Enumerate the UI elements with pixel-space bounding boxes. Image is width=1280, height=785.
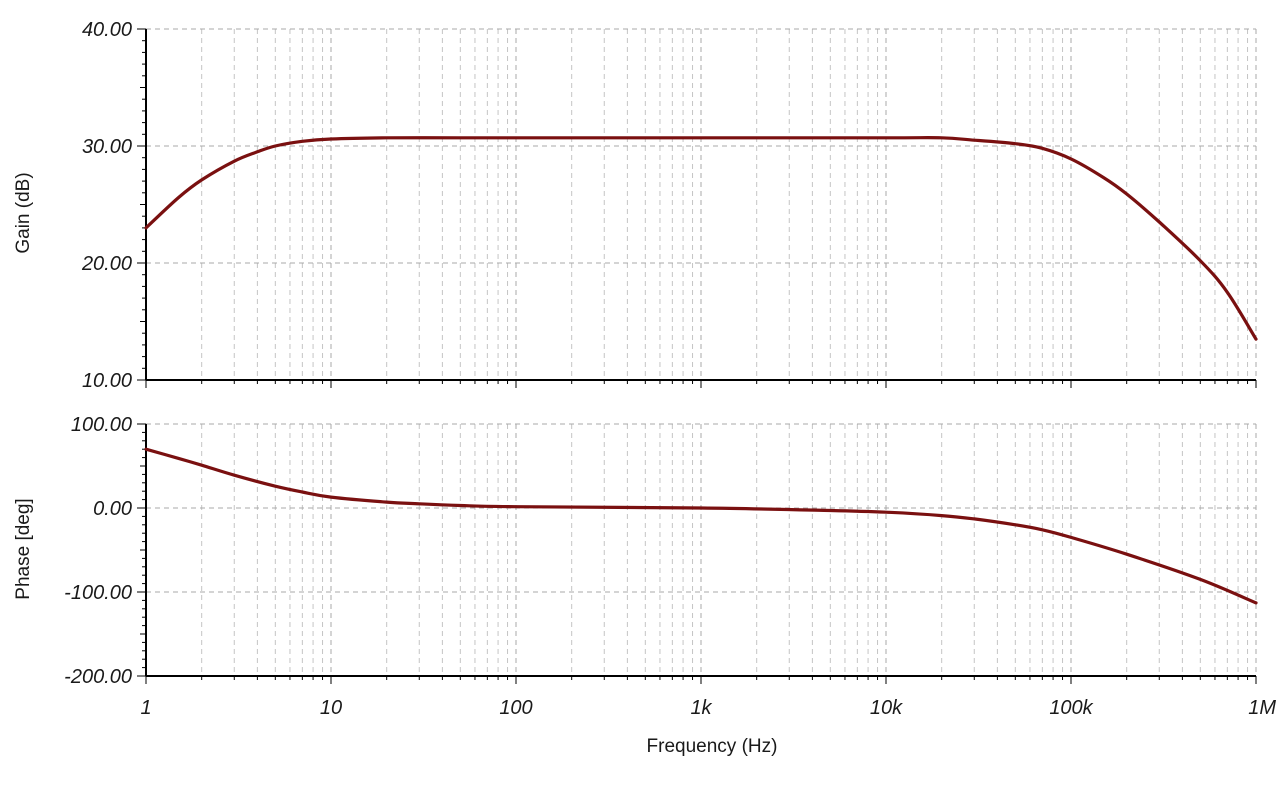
y-tick-label: -100.00: [64, 582, 132, 604]
y-tick-label: 40.00: [82, 19, 132, 41]
gain-grid: [146, 28, 1257, 380]
gain-curve: [144, 136, 1258, 341]
y-tick-label: 0.00: [93, 498, 132, 520]
x-tick-label: 1M: [1248, 697, 1276, 719]
x-axis-label: Frequency (Hz): [647, 736, 778, 757]
y-tick-label: 10.00: [82, 370, 132, 392]
x-tick-label: 100: [499, 697, 532, 719]
phase-y-tick-labels: 100.00 0.00 -100.00 -200.00: [64, 414, 132, 688]
x-tick-label: 100k: [1049, 697, 1093, 719]
phase-panel: 100.00 0.00 -100.00 -200.00 1 10 100 1k 10k 100k…: [13, 414, 1276, 757]
gain-series-line: [144, 136, 1258, 341]
gain-y-tick-labels: 40.00 30.00 20.00 10.00: [81, 19, 132, 392]
x-tick-label: 1k: [690, 697, 712, 719]
gain-axes: [137, 28, 1257, 388]
x-tick-label: 10: [320, 697, 342, 719]
y-tick-label: 20.00: [81, 253, 132, 275]
y-tick-label: 30.00: [82, 136, 132, 158]
x-tick-labels: 1 10 100 1k 10k 100k 1M: [140, 697, 1276, 719]
x-tick-label: 1: [140, 697, 151, 719]
x-tick-label: 10k: [870, 697, 903, 719]
phase-grid: [146, 423, 1257, 676]
phase-axes: [137, 423, 1257, 684]
y-tick-label: -200.00: [64, 666, 132, 688]
phase-y-axis-label: Phase [deg]: [13, 498, 34, 599]
gain-y-axis-label: Gain (dB): [13, 172, 34, 253]
y-tick-label: 100.00: [71, 414, 132, 436]
phase-curve: [144, 447, 1258, 605]
gain-panel: 40.00 30.00 20.00 10.00 Gain (dB): [13, 19, 1258, 392]
phase-series-line: [144, 447, 1258, 605]
